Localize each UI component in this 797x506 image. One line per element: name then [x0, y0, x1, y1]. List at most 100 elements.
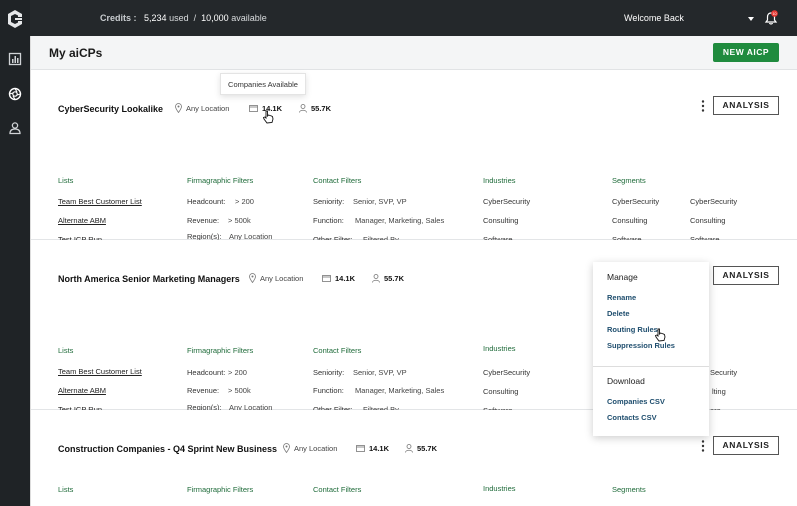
lists-header: Lists [58, 485, 74, 494]
kebab-icon[interactable] [701, 440, 705, 452]
segment-item: Software [690, 235, 720, 244]
list-link[interactable]: Test ICP Run [58, 405, 102, 414]
industries-header: Industries [483, 484, 516, 493]
user-icon[interactable] [8, 121, 22, 135]
seniority-filter: Seniority: Senior, SVP, VP [313, 197, 407, 206]
companies-count[interactable]: 14.1K [262, 103, 283, 113]
location-value: Any Location [186, 103, 230, 113]
filter-key: Region(s): [187, 403, 222, 412]
building-icon [356, 445, 365, 452]
menu-item-contacts-csv[interactable]: Contacts CSV [607, 413, 657, 422]
menu-item-delete[interactable]: Delete [607, 309, 630, 318]
contacts-count: 55.7K [384, 273, 405, 283]
industry-item: Consulting [483, 387, 519, 396]
map-pin-icon [175, 103, 182, 113]
contact-header: Contact Filters [313, 346, 362, 355]
filter-value: > 200 [235, 197, 254, 206]
filter-value: Any Location [229, 232, 273, 241]
credits-used: 5,234 [144, 13, 167, 23]
revenue-filter: Revenue: > 500k [187, 386, 251, 395]
notification-badge: 10 [773, 12, 777, 16]
bar-chart-icon[interactable] [8, 52, 22, 66]
segment-item: CyberSecurity [612, 197, 660, 206]
filter-value: Any Location [229, 403, 273, 412]
filter-value: Senior, SVP, VP [353, 368, 407, 377]
aicp-name[interactable]: CyberSecurity Lookalike [58, 104, 164, 114]
menu-item-suppression-rules[interactable]: Suppression Rules [607, 341, 675, 350]
list-link[interactable]: Alternate ABM [58, 216, 106, 225]
welcome-user-menu[interactable]: Welcome Back [624, 13, 684, 23]
companies-meta[interactable]: 14.1K [322, 272, 355, 284]
filter-key: Headcount: [187, 197, 226, 206]
companies-meta[interactable]: 14.1K [356, 442, 389, 454]
credits-label: Credits : [100, 13, 137, 23]
segment-item: CyberSecurity [690, 197, 738, 206]
building-icon [322, 275, 331, 282]
revenue-filter: Revenue: > 500k [187, 216, 251, 225]
lists-header: Lists [58, 176, 74, 185]
analysis-button[interactable]: ANALYSIS [713, 96, 779, 115]
segment-item: Consulting [612, 216, 648, 225]
seniority-filter: Seniority: Senior, SVP, VP [313, 368, 407, 377]
aicp-card: CyberSecurity Lookalike Any Location 14.… [31, 70, 797, 244]
page-header: My aiCPs NEW AICP [31, 36, 797, 70]
segment-item: Security [710, 368, 738, 377]
hand-cursor-icon [654, 328, 666, 342]
analysis-button[interactable]: ANALYSIS [713, 436, 779, 455]
chevron-down-icon[interactable] [748, 17, 754, 21]
kebab-icon[interactable] [701, 100, 705, 112]
filter-key: Region(s): [187, 232, 222, 241]
aperture-icon[interactable] [8, 87, 22, 101]
new-aicp-button[interactable]: NEW AICP [713, 43, 779, 62]
credits-summary: Credits : 5,234 used / 10,000 available [100, 13, 267, 23]
segment-item: lting [712, 387, 726, 396]
filter-value: > 500k [228, 216, 251, 225]
contacts-meta: 55.7K [372, 272, 404, 284]
menu-item-companies-csv[interactable]: Companies CSV [607, 397, 665, 406]
page-title: My aiCPs [49, 46, 103, 60]
aicp-name[interactable]: Construction Companies - Q4 Sprint New B… [58, 444, 278, 454]
analysis-button[interactable]: ANALYSIS [713, 266, 779, 285]
location-meta: Any Location [283, 442, 337, 454]
filter-value: > 200 [228, 368, 247, 377]
industry-item: CyberSecurity [483, 197, 531, 206]
list-link[interactable]: Test ICP Run [58, 235, 102, 244]
credits-available-word: available [231, 13, 267, 23]
location-meta: Any Location [175, 102, 229, 114]
filter-key: Function: [313, 216, 344, 225]
location-value: Any Location [260, 273, 304, 283]
filter-value: Manager, Marketing, Sales [355, 386, 445, 395]
location-meta: Any Location [249, 272, 303, 284]
credits-available: 10,000 [201, 13, 229, 23]
sidebar [0, 0, 30, 506]
filter-key: Seniority: [313, 368, 345, 377]
map-pin-icon [249, 273, 256, 283]
companies-count[interactable]: 14.1K [335, 273, 356, 283]
menu-item-rename[interactable]: Rename [607, 293, 637, 302]
function-filter: Function: Manager, Marketing, Sales [313, 216, 444, 225]
top-bar: Credits : 5,234 used / 10,000 available … [30, 0, 797, 36]
hand-cursor-icon [262, 110, 274, 124]
filter-key: Seniority: [313, 197, 345, 206]
filter-value: > 500k [228, 386, 251, 395]
filter-key: Other Filter: [313, 235, 363, 244]
contacts-meta: 55.7K [299, 102, 331, 114]
companies-meta[interactable]: 14.1K [249, 102, 282, 114]
contacts-meta: 55.7K [405, 442, 437, 454]
person-icon [299, 103, 307, 113]
bell-icon[interactable]: 10 [764, 10, 778, 26]
segments-header: Segments [612, 176, 646, 185]
filter-key: Other Filter: [313, 405, 363, 414]
menu-section-download: Download [607, 376, 645, 386]
companies-count[interactable]: 14.1K [369, 443, 390, 453]
region-filter: Region(s): Any Location [187, 232, 272, 241]
list-link[interactable]: Alternate ABM [58, 386, 106, 395]
logo-icon[interactable] [6, 9, 24, 29]
list-link[interactable]: Team Best Customer List [58, 367, 142, 376]
region-filter: Region(s): Any Location [187, 403, 272, 412]
menu-item-routing-rules[interactable]: Routing Rules [607, 325, 658, 334]
list-link[interactable]: Team Best Customer List [58, 197, 142, 206]
person-icon [372, 273, 380, 283]
headcount-filter: Headcount: > 200 [187, 368, 247, 377]
aicp-name[interactable]: North America Senior Marketing Managers [58, 274, 240, 284]
